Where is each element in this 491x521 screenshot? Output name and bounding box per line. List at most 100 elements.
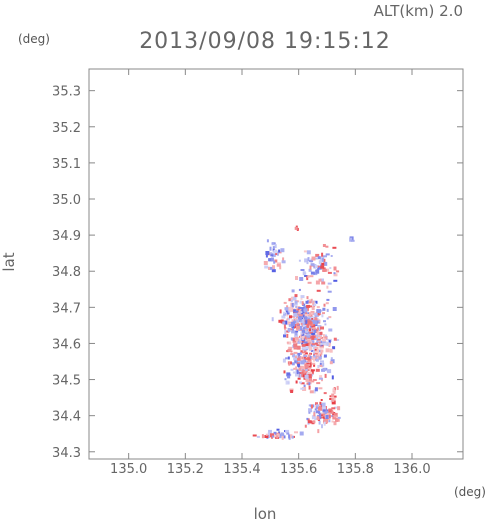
- data-point: [284, 430, 286, 433]
- data-point: [311, 404, 313, 409]
- data-point: [294, 294, 298, 298]
- data-point: [325, 348, 330, 353]
- data-point: [313, 312, 318, 316]
- data-point: [290, 368, 294, 371]
- data-point: [332, 387, 335, 391]
- data-point: [314, 347, 319, 349]
- data-point: [307, 420, 312, 424]
- data-point: [327, 282, 332, 285]
- data-point: [291, 315, 296, 318]
- data-point: [294, 226, 298, 230]
- data-point: [313, 412, 316, 417]
- data-point: [311, 356, 316, 360]
- data-point: [306, 316, 309, 320]
- data-point: [321, 252, 324, 257]
- data-point: [299, 300, 302, 304]
- data-point: [328, 316, 332, 319]
- data-point: [317, 313, 321, 316]
- data-point: [309, 325, 312, 329]
- data-point: [263, 261, 268, 265]
- data-point: [316, 331, 320, 336]
- data-point: [300, 269, 305, 271]
- data-point: [306, 372, 309, 375]
- data-point: [298, 367, 302, 371]
- data-point: [285, 429, 290, 433]
- data-point: [286, 333, 289, 338]
- data-point: [318, 260, 322, 265]
- data-point: [287, 341, 292, 345]
- data-point: [308, 334, 313, 337]
- data-point: [292, 326, 294, 331]
- data-point: [305, 345, 309, 350]
- data-point: [324, 336, 328, 340]
- data-point: [306, 332, 310, 336]
- data-point: [299, 325, 303, 330]
- data-point: [328, 410, 333, 412]
- data-point: [333, 272, 336, 275]
- data-point: [336, 385, 339, 390]
- data-point: [307, 281, 312, 284]
- data-point: [311, 343, 316, 346]
- data-point: [270, 257, 274, 262]
- data-point: [324, 323, 327, 326]
- data-point: [314, 317, 318, 321]
- data-point: [320, 416, 325, 419]
- data-point: [287, 327, 291, 332]
- data-point: [290, 296, 293, 300]
- data-point: [296, 323, 300, 326]
- data-point: [290, 390, 294, 393]
- data-point: [307, 320, 312, 325]
- data-point: [306, 339, 311, 343]
- data-point: [323, 392, 327, 395]
- data-point: [308, 300, 312, 304]
- data-point: [315, 300, 318, 304]
- data-point: [320, 349, 324, 353]
- data-point: [311, 415, 316, 420]
- data-point: [300, 322, 303, 325]
- data-point: [264, 265, 269, 269]
- data-point: [318, 406, 323, 411]
- data-point: [279, 309, 282, 314]
- data-point: [282, 435, 286, 439]
- data-point: [318, 342, 322, 346]
- data-point: [314, 330, 317, 333]
- data-point: [303, 377, 306, 380]
- y-axis-ticks: 34.3 34.4 34.5 34.6 34.7 34.8 34.9 35.0 35.1 35.2…: [52, 85, 463, 461]
- data-point: [301, 347, 304, 350]
- data-point: [320, 342, 324, 345]
- data-point: [321, 406, 326, 410]
- data-point: [300, 297, 303, 300]
- data-point: [314, 265, 318, 268]
- data-point: [321, 424, 323, 429]
- data-point: [328, 342, 331, 346]
- data-point: [281, 260, 286, 264]
- data-point: [318, 377, 323, 380]
- data-point: [318, 387, 323, 390]
- data-point: [326, 285, 329, 289]
- data-point: [321, 379, 323, 382]
- data-point: [320, 346, 324, 349]
- data-point: [272, 265, 275, 270]
- data-point: [327, 290, 332, 293]
- data-point: [311, 349, 313, 352]
- data-point: [308, 385, 311, 390]
- data-point: [319, 401, 322, 405]
- data-point: [302, 314, 305, 318]
- data-point: [310, 369, 315, 372]
- data-point: [313, 336, 318, 340]
- data-point: [297, 357, 302, 361]
- data-point: [276, 263, 281, 267]
- data-point: [333, 273, 338, 277]
- data-point: [309, 317, 312, 320]
- data-point: [308, 331, 313, 334]
- data-point: [333, 279, 338, 282]
- data-point: [267, 435, 270, 438]
- data-point: [283, 312, 287, 316]
- data-point: [286, 372, 291, 377]
- data-point: [307, 360, 311, 363]
- data-point: [309, 376, 312, 381]
- data-point: [318, 340, 323, 343]
- data-point: [318, 356, 322, 360]
- data-point: [295, 332, 298, 336]
- data-point: [318, 411, 321, 415]
